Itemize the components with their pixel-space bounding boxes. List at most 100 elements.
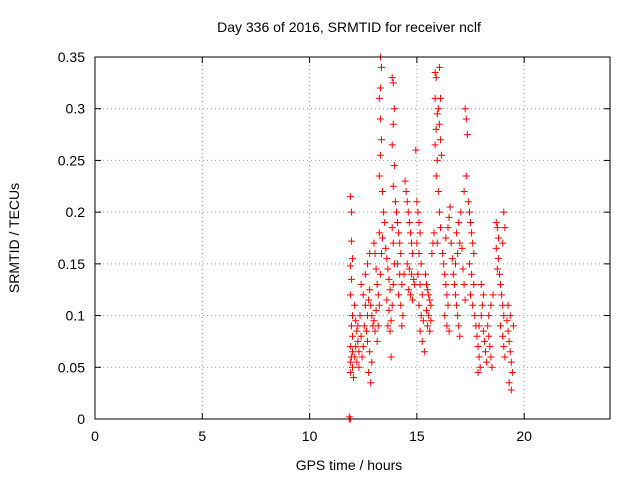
data-point — [389, 120, 397, 128]
x-tick-label: 10 — [302, 428, 318, 444]
data-point — [403, 260, 411, 268]
data-point — [346, 358, 354, 366]
data-point — [359, 291, 367, 299]
data-point — [431, 141, 439, 149]
data-point — [498, 291, 506, 299]
data-point — [357, 281, 365, 289]
data-point — [416, 327, 424, 335]
data-point — [475, 322, 483, 330]
data-point — [417, 260, 425, 268]
data-point — [485, 332, 493, 340]
x-tick-label: 0 — [91, 428, 99, 444]
data-point — [379, 187, 387, 195]
data-point — [376, 115, 384, 123]
data-point — [375, 94, 383, 102]
data-point — [435, 208, 443, 216]
data-point — [391, 198, 399, 206]
data-point — [380, 208, 388, 216]
data-point — [414, 270, 422, 278]
data-point — [396, 239, 404, 247]
x-axis-label: GPS time / hours — [296, 457, 403, 473]
data-point — [354, 337, 362, 345]
data-point — [425, 291, 433, 299]
data-point — [349, 312, 356, 320]
data-point — [399, 312, 407, 320]
data-point — [346, 193, 354, 201]
data-point — [388, 301, 396, 309]
data-point — [415, 218, 423, 226]
grid — [95, 57, 610, 419]
data-point — [395, 229, 403, 237]
chart-title: Day 336 of 2016, SRMTID for receiver ncl… — [217, 19, 481, 35]
data-point — [414, 208, 422, 216]
data-point — [351, 301, 359, 309]
data-point — [387, 353, 395, 361]
data-point — [381, 218, 389, 226]
data-point — [370, 239, 378, 247]
data-point — [398, 281, 406, 289]
data-point — [376, 84, 384, 92]
data-point — [482, 348, 490, 356]
data-point — [433, 110, 441, 118]
data-point — [403, 198, 411, 206]
data-point — [405, 265, 413, 273]
data-point — [454, 250, 462, 258]
data-point — [506, 348, 514, 356]
data-point — [377, 136, 385, 144]
data-point — [483, 358, 491, 366]
data-point — [398, 322, 406, 330]
data-point — [492, 218, 500, 226]
x-tick-labels: 0 5 10 15 20 — [91, 428, 532, 444]
data-point — [420, 348, 428, 356]
data-point — [351, 353, 359, 361]
data-point — [452, 260, 459, 268]
data-point — [475, 353, 483, 361]
data-point — [468, 270, 476, 278]
data-point — [501, 353, 509, 361]
data-point — [476, 363, 484, 371]
data-point — [364, 260, 372, 268]
data-point — [418, 291, 426, 299]
data-point — [368, 312, 376, 320]
data-point — [452, 291, 459, 299]
data-point — [461, 105, 469, 113]
data-point — [425, 312, 433, 320]
data-point — [383, 255, 391, 263]
data-point — [389, 239, 397, 247]
data-point — [373, 337, 381, 345]
data-point — [430, 229, 438, 237]
data-point — [418, 337, 426, 345]
data-point — [432, 74, 440, 82]
data-point — [352, 343, 360, 351]
data-point — [461, 296, 469, 304]
data-point — [374, 322, 382, 330]
data-point — [347, 237, 355, 245]
data-point — [494, 255, 502, 263]
data-point — [434, 105, 442, 113]
data-point — [406, 291, 414, 299]
data-point — [462, 172, 470, 180]
y-tick-label: 0.2 — [66, 204, 86, 220]
data-point — [508, 368, 516, 376]
data-point — [372, 265, 380, 273]
data-point — [423, 281, 431, 289]
data-point — [349, 363, 356, 371]
data-point — [424, 286, 432, 294]
data-point — [347, 275, 355, 283]
data-point — [428, 250, 436, 258]
y-tick-label: 0.35 — [58, 49, 85, 65]
data-point — [387, 317, 395, 325]
data-point — [427, 317, 435, 325]
y-tick-label: 0.05 — [58, 359, 85, 375]
data-point — [377, 250, 385, 258]
data-point — [468, 229, 476, 237]
data-point — [408, 270, 416, 278]
data-point — [480, 337, 488, 345]
data-point — [375, 229, 383, 237]
data-point — [485, 312, 493, 320]
data-point — [477, 312, 485, 320]
data-point — [353, 358, 361, 366]
data-point — [442, 234, 450, 242]
y-tick-label: 0 — [77, 411, 85, 427]
